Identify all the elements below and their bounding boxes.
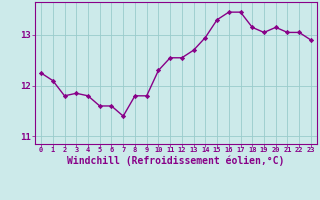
X-axis label: Windchill (Refroidissement éolien,°C): Windchill (Refroidissement éolien,°C) (67, 156, 285, 166)
